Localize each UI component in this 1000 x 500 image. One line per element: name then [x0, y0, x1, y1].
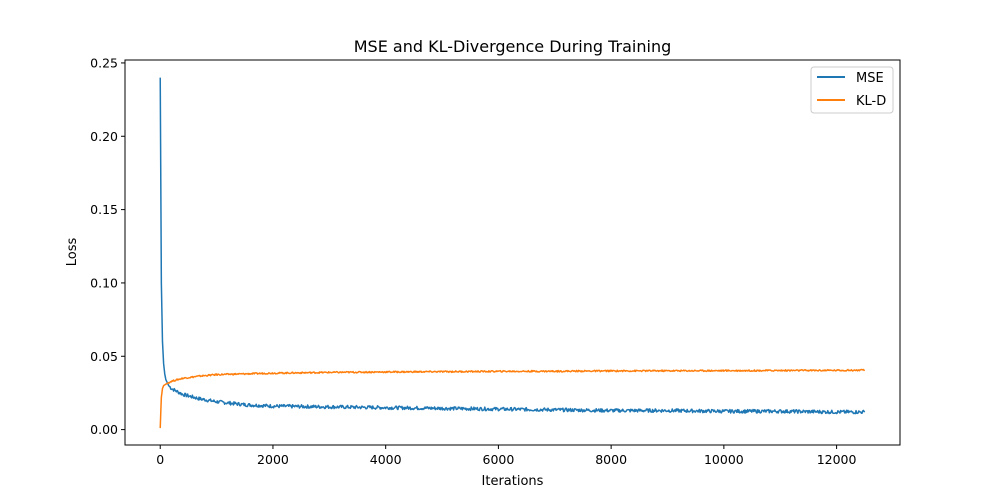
x-tick-label: 4000	[370, 452, 402, 467]
chart-title: MSE and KL-Divergence During Training	[354, 37, 671, 56]
x-tick-label: 2000	[257, 452, 289, 467]
legend: MSE KL-D	[810, 66, 894, 114]
x-tick-label: 12000	[817, 452, 857, 467]
x-tick-label: 8000	[595, 452, 627, 467]
x-axis-ticks: 0 2000 4000 6000 8000 10000 12000	[156, 445, 857, 467]
legend-label-kld: KL-D	[856, 94, 886, 109]
y-tick-label: 0.20	[90, 129, 118, 144]
x-tick-label: 10000	[704, 452, 744, 467]
y-tick-label: 0.00	[90, 422, 118, 437]
y-tick-label: 0.10	[90, 275, 118, 290]
y-tick-label: 0.25	[90, 55, 118, 70]
y-axis-ticks: 0.00 0.05 0.10 0.15 0.20 0.25	[90, 55, 125, 437]
legend-box	[810, 66, 894, 114]
y-tick-label: 0.05	[90, 349, 118, 364]
plot-frame	[124, 59, 901, 446]
y-tick-label: 0.15	[90, 202, 118, 217]
plot-series-layer	[159, 77, 866, 429]
x-tick-label: 6000	[483, 452, 515, 467]
x-axis-label: Iterations	[482, 474, 544, 489]
series-line-kld	[159, 368, 865, 429]
x-tick-label: 0	[156, 452, 164, 467]
y-axis-label: Loss	[65, 238, 80, 267]
series-line-mse	[159, 77, 866, 415]
legend-label-mse: MSE	[856, 71, 884, 86]
